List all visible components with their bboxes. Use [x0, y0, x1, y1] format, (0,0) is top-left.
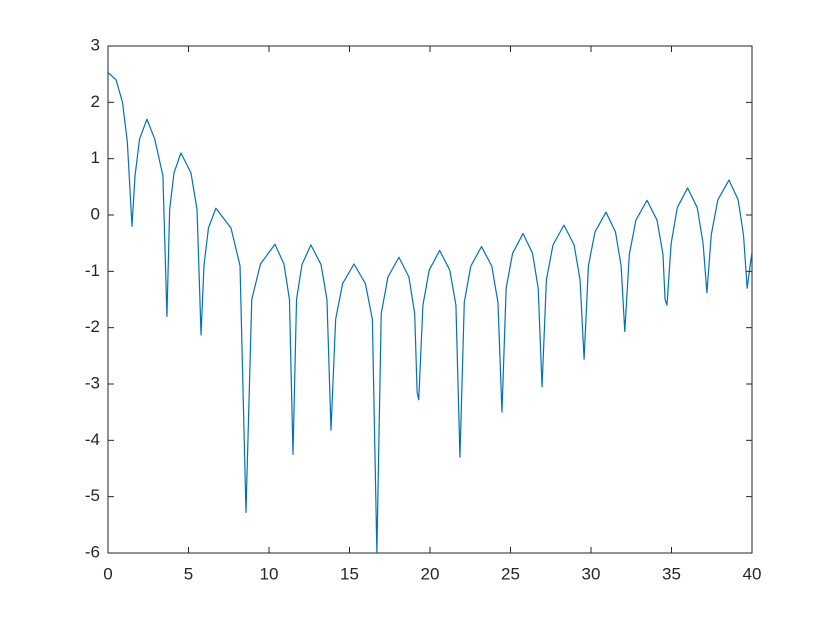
y-tick-label: 0 [91, 204, 100, 223]
x-tick-label: 40 [743, 564, 762, 583]
x-tick-label: 25 [501, 564, 520, 583]
y-tick-label: -4 [85, 430, 100, 449]
plot-box [107, 45, 753, 554]
x-tick-label: 10 [260, 564, 279, 583]
x-tick-label: 20 [421, 564, 440, 583]
x-tick-label: 0 [103, 564, 112, 583]
y-tick-label: 2 [91, 92, 100, 111]
x-tick-label: 30 [582, 564, 601, 583]
y-tick-label: 1 [91, 148, 100, 167]
y-tick-label: -5 [85, 486, 100, 505]
y-tick-label: -2 [85, 317, 100, 336]
plot-area [108, 72, 752, 553]
y-tick-label: -1 [85, 261, 100, 280]
data-line [108, 72, 752, 553]
y-tick-label: -3 [85, 373, 100, 392]
x-tick-label: 35 [662, 564, 681, 583]
y-tick-label: -6 [85, 542, 100, 561]
x-tick-label: 15 [340, 564, 359, 583]
y-tick-label: 3 [91, 35, 100, 54]
x-tick-label: 5 [184, 564, 193, 583]
